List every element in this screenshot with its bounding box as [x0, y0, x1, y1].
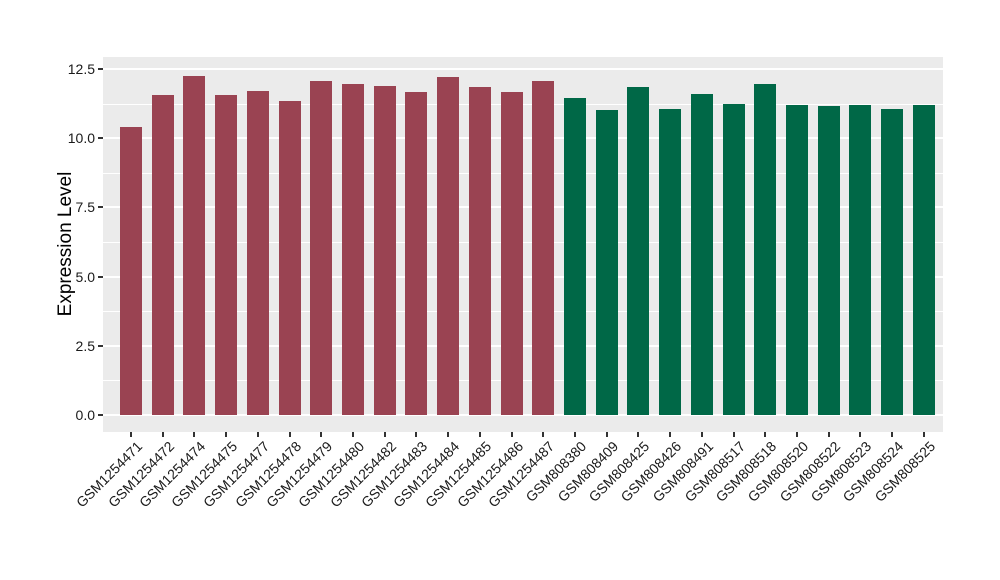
- x-tick-mark: [700, 432, 703, 437]
- bar-GSM1254484: [437, 77, 460, 415]
- y-tick-mark: [98, 275, 103, 278]
- plot-panel: [103, 57, 943, 432]
- x-tick-mark: [827, 432, 830, 437]
- x-tick-mark: [351, 432, 354, 437]
- x-tick-mark: [891, 432, 894, 437]
- bar-GSM1254486: [500, 92, 523, 415]
- bar-GSM808426: [659, 109, 682, 415]
- y-tick-mark: [98, 344, 103, 347]
- x-tick-mark: [573, 432, 576, 437]
- bar-GSM808518: [754, 84, 777, 415]
- x-tick-mark: [478, 432, 481, 437]
- y-tick-label: 2.5: [75, 337, 95, 354]
- gridline-major: [103, 206, 943, 209]
- bar-GSM808409: [595, 110, 618, 415]
- bar-GSM808522: [817, 106, 840, 415]
- x-tick-mark: [320, 432, 323, 437]
- bar-GSM1254471: [120, 127, 142, 415]
- gridline-major: [103, 275, 943, 278]
- y-tick-mark: [98, 206, 103, 209]
- x-tick-mark: [542, 432, 545, 437]
- x-tick-mark: [415, 432, 418, 437]
- y-tick-mark: [98, 414, 103, 416]
- gridline-major: [103, 414, 943, 416]
- y-tick-label: 7.5: [75, 199, 95, 216]
- y-tick-mark: [98, 137, 103, 140]
- x-tick-mark: [383, 432, 386, 437]
- x-tick-mark: [795, 432, 798, 437]
- bar-GSM808425: [627, 86, 650, 415]
- x-tick-mark: [225, 432, 228, 437]
- gridline-minor: [103, 311, 943, 313]
- gridline-minor: [103, 172, 943, 174]
- gridline-major: [103, 67, 943, 70]
- x-tick-mark: [605, 432, 608, 437]
- x-tick-mark: [922, 432, 925, 437]
- y-tick-label: 12.5: [67, 60, 95, 77]
- bar-GSM1254487: [532, 81, 555, 415]
- bar-GSM808491: [690, 93, 713, 415]
- gridline-major: [103, 344, 943, 347]
- x-tick-mark: [256, 432, 259, 437]
- x-tick-mark: [130, 432, 132, 437]
- y-tick-mark: [98, 67, 103, 70]
- bar-GSM808517: [722, 103, 745, 415]
- bar-GSM1254474: [183, 75, 206, 415]
- x-tick-mark: [161, 432, 164, 437]
- bar-GSM1254483: [405, 92, 428, 415]
- bar-GSM1254477: [246, 91, 269, 415]
- gridline-minor: [103, 103, 943, 105]
- x-tick-mark: [764, 432, 767, 437]
- bar-GSM808380: [563, 98, 586, 415]
- bar-GSM808525: [912, 104, 935, 415]
- y-tick-label: 5.0: [75, 268, 95, 285]
- x-tick-mark: [193, 432, 196, 437]
- x-tick-mark: [447, 432, 450, 437]
- bar-GSM1254475: [215, 95, 238, 415]
- x-tick-mark: [859, 432, 862, 437]
- x-tick-mark: [637, 432, 640, 437]
- bar-GSM1254485: [468, 86, 491, 415]
- y-axis-title: Expression Level: [55, 171, 76, 317]
- gridline-minor: [103, 380, 943, 382]
- bar-GSM1254479: [310, 81, 333, 415]
- bar-GSM1254478: [278, 100, 301, 415]
- x-tick-mark: [669, 432, 672, 437]
- gridline-minor: [103, 241, 943, 243]
- bar-GSM808523: [849, 104, 872, 415]
- x-tick-mark: [510, 432, 513, 437]
- gridline-major: [103, 137, 943, 140]
- bar-GSM1254482: [373, 85, 396, 415]
- x-tick-mark: [288, 432, 291, 437]
- bar-GSM808524: [881, 109, 904, 415]
- bar-GSM1254480: [341, 84, 364, 415]
- x-tick-mark: [732, 432, 735, 437]
- bar-GSM808520: [785, 104, 808, 415]
- y-tick-label: 10.0: [67, 130, 95, 147]
- bar-GSM1254472: [151, 95, 174, 415]
- y-tick-label: 0.0: [75, 407, 95, 423]
